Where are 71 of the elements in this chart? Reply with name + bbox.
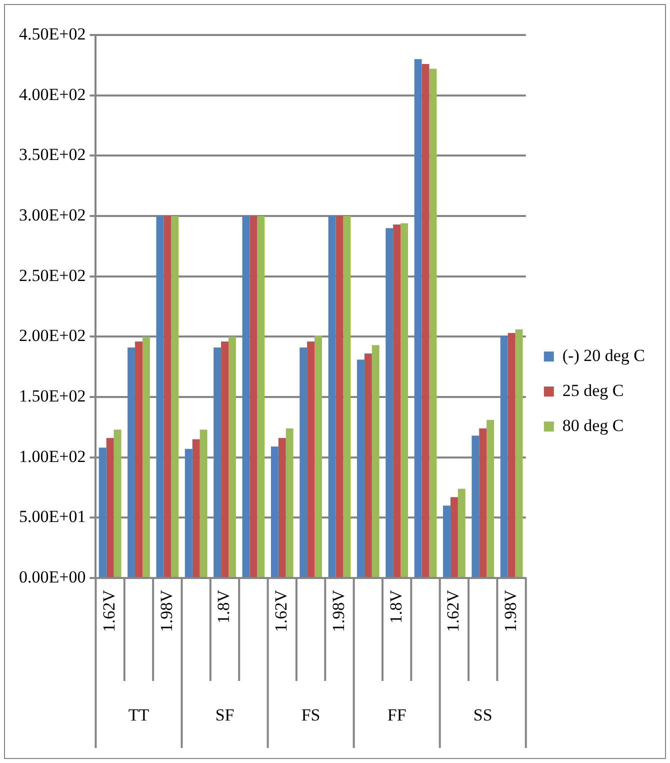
bar bbox=[314, 335, 322, 577]
bar bbox=[221, 341, 228, 577]
bar bbox=[214, 348, 222, 577]
x-tick-label: 1.8V bbox=[386, 589, 406, 624]
text: FF bbox=[387, 705, 406, 724]
bar bbox=[458, 488, 466, 577]
bar bbox=[393, 224, 401, 577]
bar bbox=[200, 430, 208, 577]
bar bbox=[486, 420, 494, 577]
x-tick-label: 1.98V bbox=[328, 589, 348, 632]
bar bbox=[414, 59, 422, 577]
bar bbox=[142, 336, 150, 577]
bar bbox=[242, 216, 250, 577]
bar bbox=[472, 436, 480, 577]
bar bbox=[106, 438, 114, 577]
x-tick-label: 1.62V bbox=[444, 589, 463, 632]
bar bbox=[286, 428, 294, 577]
bar bbox=[228, 336, 236, 577]
legend-label: (-) 20 deg C bbox=[562, 346, 646, 365]
bar bbox=[500, 335, 508, 577]
bar bbox=[429, 68, 437, 577]
bar bbox=[192, 439, 200, 577]
x-tick-label: 1.98V bbox=[501, 589, 520, 632]
x-tick-label: 1.62V bbox=[272, 589, 291, 632]
bar bbox=[508, 333, 516, 577]
y-tick-label: 4.50E+02 bbox=[18, 24, 86, 44]
bar bbox=[400, 223, 408, 577]
y-tick-label: 3.00E+02 bbox=[18, 205, 86, 224]
text: SS bbox=[473, 705, 492, 724]
bar bbox=[386, 228, 394, 577]
bar bbox=[422, 64, 430, 577]
bar bbox=[156, 216, 164, 577]
bar bbox=[328, 216, 336, 577]
y-tick-label: 1.00E+02 bbox=[18, 446, 86, 466]
y-tick-label: 3.50E+02 bbox=[18, 145, 86, 164]
y-tick-label: 4.00E+02 bbox=[18, 84, 86, 104]
bar bbox=[114, 430, 122, 577]
x-tick-label: 1.98V bbox=[156, 589, 176, 632]
text: TT bbox=[128, 705, 150, 724]
bar bbox=[135, 341, 142, 577]
bar bbox=[479, 428, 487, 577]
y-tick-label: 0.00E+00 bbox=[18, 567, 86, 586]
y-tick-label: 2.00E+02 bbox=[18, 326, 86, 346]
text: FS bbox=[301, 705, 320, 724]
bar bbox=[164, 216, 172, 577]
legend-label: 80 deg C bbox=[562, 416, 624, 435]
bar bbox=[257, 216, 265, 577]
bar bbox=[356, 360, 364, 577]
bar bbox=[250, 216, 258, 577]
y-tick-label: 5.00E+01 bbox=[18, 507, 86, 526]
bar bbox=[336, 216, 344, 577]
bar bbox=[270, 446, 278, 577]
bar bbox=[128, 348, 136, 577]
bar bbox=[171, 216, 179, 577]
bar bbox=[278, 438, 286, 577]
bar bbox=[343, 216, 351, 577]
x-tick-label: 1.8V bbox=[214, 589, 234, 624]
x-tick-label: 1.62V bbox=[100, 589, 119, 632]
bar bbox=[307, 341, 315, 577]
legend-label: 25 deg C bbox=[562, 380, 624, 400]
y-tick-label: 1.50E+02 bbox=[18, 386, 86, 406]
bar bbox=[98, 448, 106, 577]
bar bbox=[450, 497, 458, 577]
text: SF bbox=[215, 705, 234, 724]
bar bbox=[364, 354, 372, 577]
bar bbox=[300, 348, 308, 577]
bar bbox=[372, 345, 380, 577]
bar bbox=[515, 329, 523, 577]
bar bbox=[443, 506, 450, 577]
y-tick-label: 2.50E+02 bbox=[18, 266, 86, 285]
bar bbox=[184, 448, 192, 577]
